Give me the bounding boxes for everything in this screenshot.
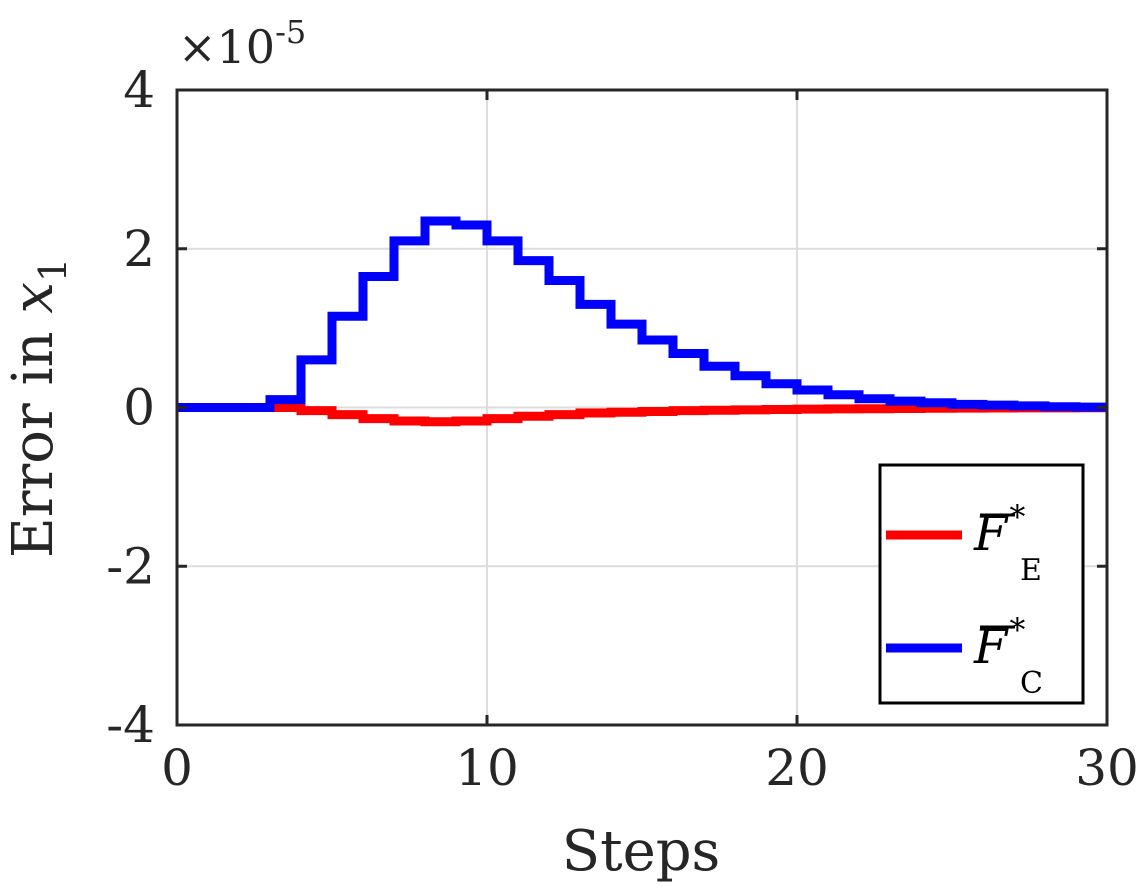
y-tick-label: 4 <box>123 61 155 119</box>
legend: F* E F* C <box>878 463 1085 705</box>
series-layer <box>177 216 1107 427</box>
legend-label-series-2: F* C <box>973 611 1043 701</box>
series-line-1 <box>270 403 1107 427</box>
x-tick-label: 30 <box>1075 739 1139 797</box>
x-tick-label: 0 <box>161 739 193 797</box>
x-tick-label: 20 <box>765 739 829 797</box>
x-axis-title: Steps <box>562 819 721 884</box>
y-tick-label: -2 <box>106 537 155 595</box>
y-tick-label: 0 <box>123 379 155 437</box>
x-tick-label: 10 <box>455 739 519 797</box>
y-tick-label: 2 <box>123 220 155 278</box>
legend-box <box>878 463 1085 705</box>
y-axis-title: Error in x1 <box>1 258 75 558</box>
y-tick-label: -4 <box>106 696 155 754</box>
ticks: 0 10 20 30 -4 -2 0 2 4 <box>106 61 1139 797</box>
series-line-2 <box>177 216 1107 412</box>
legend-label-series-1: F* E <box>973 498 1042 588</box>
y-exponent-label: ×10-5 <box>178 13 306 74</box>
